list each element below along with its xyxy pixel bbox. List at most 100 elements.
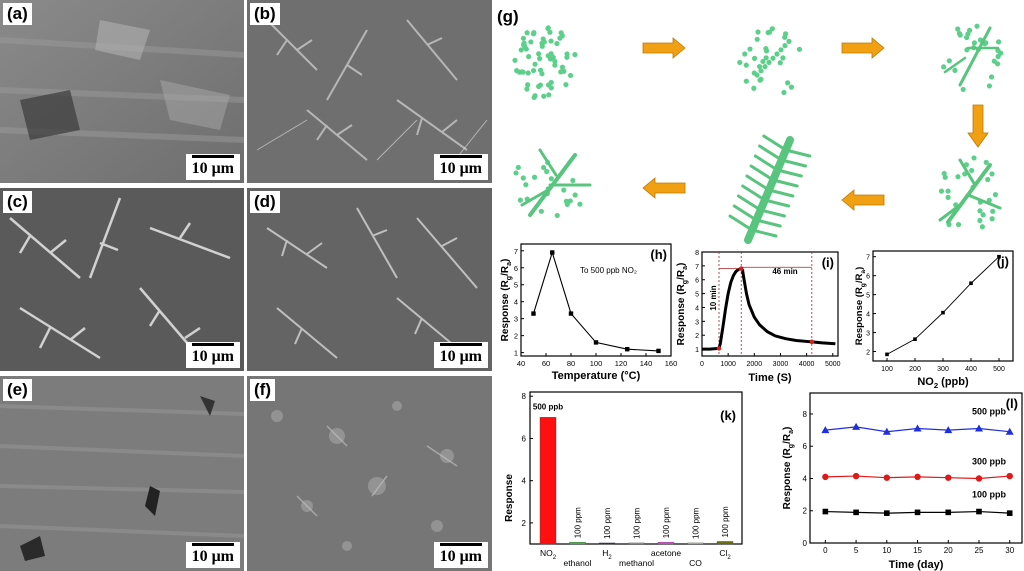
data-point [531,311,536,316]
scale-bar-label: 10 μm [439,548,482,565]
y-tick-label: 5 [695,292,699,299]
panel-label: (a) [3,3,32,25]
series-line [886,256,1000,355]
y-tick-label: 4 [803,474,808,483]
data-point [976,508,982,515]
series-name: 100 ppb [972,490,1007,500]
x-tick-label: 30 [1005,546,1014,555]
x-tick-label: 3000 [773,361,789,368]
x-axis-label: Time (day) [889,559,944,571]
data-point [969,281,973,286]
y-tick-label: 2 [803,507,808,516]
x-axis-label: NO2 (ppb) [917,376,969,390]
y-tick-label: 8 [803,410,808,419]
x-tick-label: 40 [517,359,525,368]
x-tick-label: 160 [665,359,678,368]
x-tick-label: 15 [913,546,922,555]
x-tick-label: 1000 [720,361,736,368]
data-point [625,347,630,352]
y-tick-label: 7 [514,247,518,256]
data-point [882,427,891,435]
data-point [941,310,945,315]
x-tick-label: 2000 [747,361,763,368]
series-1: 300 ppb [822,456,1013,482]
category-label: Cl2 [719,548,731,561]
scale-bar-label: 10 μm [439,160,482,177]
data-point [997,254,1001,259]
annotation-label: 46 min [772,267,797,276]
category-label: methanol [619,558,654,568]
x-tick-label: 4000 [799,361,815,368]
scale-bar: 10 μm [433,342,488,368]
y-axis-label: Response (Rg/Ra) [676,263,689,346]
marker-point [716,346,722,351]
sem-panel-a: (a) 10 μm [0,0,244,183]
y-tick-label: 2 [695,333,699,340]
data-point [914,473,921,481]
sem-panel-b: (b) 10 μm [247,0,492,183]
chart-l: 0 5 10 15 20 25 30 0 2 4 6 8 (l)500 ppb 300 ppb 100 pp… [782,392,1023,571]
y-tick-label: 8 [695,250,699,257]
bar [569,542,586,545]
y-tick-label: 2 [522,519,527,528]
scale-bar-label: 10 μm [191,160,234,177]
x-tick-label: 100 [590,359,603,368]
data-point [945,509,952,516]
sem-image-f [247,376,492,571]
y-tick-label: 3 [866,331,870,338]
data-point [914,509,921,516]
data-point [656,348,661,354]
x-tick-label: 80 [567,359,575,368]
y-tick-label: 4 [866,312,870,319]
sem-panel-d: (d) 10 μm [247,188,492,371]
plot-frame [809,392,1023,544]
plot-frame [701,251,839,357]
data-point [975,475,983,482]
panel-label: (b) [250,3,280,25]
data-point [853,509,859,516]
y-tick-label: 2 [514,332,518,341]
data-point [884,510,890,516]
panel-label: (f) [250,379,275,401]
x-tick-label: 300 [937,366,949,373]
y-tick-label: 4 [522,477,527,486]
x-axis-label: Time (S) [748,372,792,384]
y-tick-label: 4 [514,298,518,307]
y-tick-label: 0 [803,539,808,548]
data-point [1005,427,1014,435]
panel-label: (d) [250,191,280,213]
x-tick-label: 500 [993,366,1005,373]
chart-i: 0 1000 2000 3000 4000 5000 1 2 3 4 5 6 7 8 (i) 10 min 46… [676,250,841,384]
sem-panel-e: (e) 10 μm [0,376,244,571]
x-tick-label: 120 [615,359,628,368]
x-tick-label: 400 [965,366,977,373]
category-label: CO [689,558,702,568]
panel-label: (k) [720,408,736,423]
bar-label: 100 ppm [692,507,701,538]
data-point [913,424,922,432]
bar-label: 500 ppb [533,402,563,411]
y-tick-label: 6 [522,434,527,443]
scale-bar: 10 μm [433,542,488,568]
data-point [885,352,889,357]
y-axis-label: Response [504,474,515,522]
plot-frame [872,250,1014,362]
series-line [532,250,659,352]
sem-image-b [247,0,492,183]
sem-image-e [0,376,244,571]
x-tick-label: 0 [700,361,704,368]
data-point [913,337,917,341]
data-point [944,426,953,434]
panel-label: (i) [822,255,834,270]
data-point [593,340,599,345]
marker-point [809,339,815,345]
y-axis-label: Response (Rg/Ra) [782,427,795,510]
x-tick-label: 200 [909,366,921,373]
sem-panel-c: (c) 10 μm [0,188,244,371]
data-point [550,250,555,255]
chart-h: 40 60 80 100 120 140 160 1 2 3 4 5 6 7 (h) To 500 ppb N… [500,243,678,382]
bar [598,542,616,545]
